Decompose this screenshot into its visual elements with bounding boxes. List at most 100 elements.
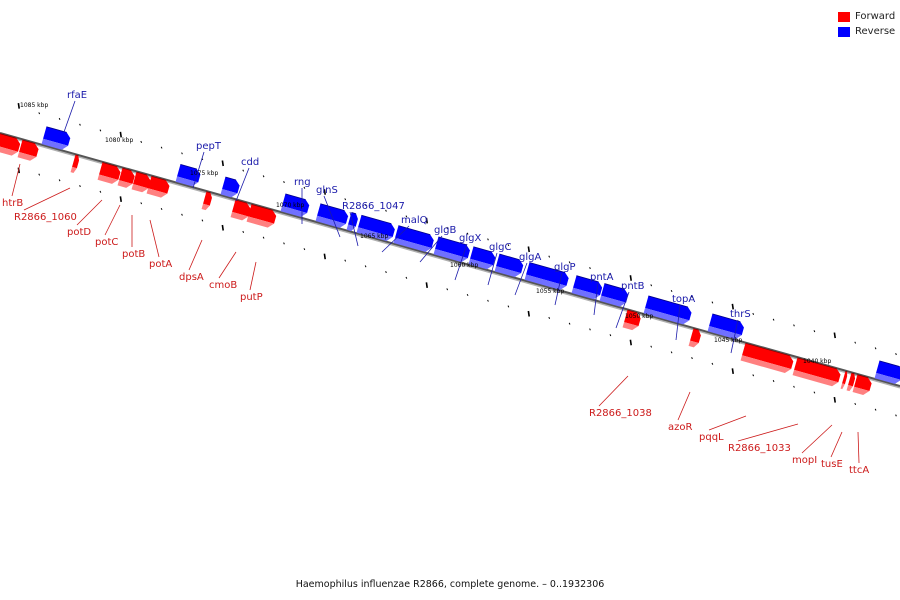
gene-label-glgx[interactable]: glgX [459, 233, 481, 244]
scale-tick [140, 140, 143, 143]
scale-tick [793, 385, 795, 388]
scale-tick [772, 379, 775, 383]
forward-gene-block[interactable] [622, 309, 642, 331]
scale-tick [589, 267, 591, 270]
gene-label-cdd[interactable]: cdd [241, 157, 259, 168]
genome-caption: Haemophilus influenzae R2866, complete g… [295, 579, 605, 590]
gene-label-htrb[interactable]: htrB [2, 198, 23, 209]
reverse-gene-block[interactable] [571, 275, 604, 301]
gene-label-pnta[interactable]: pntA [590, 272, 614, 283]
scale-label: 1065 kbp [360, 233, 388, 240]
forward-gene-block[interactable] [846, 372, 857, 392]
scale-labels: 1085 kbp 1080 kbp 1075 kbp 1070 kbp 1065 kbp… [20, 102, 831, 365]
scale-tick [79, 185, 81, 188]
gene-label-tuse[interactable]: tusE [821, 459, 843, 470]
reverse-gene-block[interactable] [346, 212, 360, 232]
gene-label-rng[interactable]: rng [294, 177, 311, 188]
reverse-gene-block[interactable] [468, 246, 497, 271]
gene-label-potd[interactable]: potD [67, 227, 91, 238]
gene-label-mopi[interactable]: mopI [792, 455, 817, 466]
gene-label-topa[interactable]: topA [672, 294, 695, 305]
scale-label: 1080 kbp [105, 137, 133, 144]
leader-line [708, 415, 747, 431]
leader-line [419, 235, 443, 263]
scale-tick [487, 299, 489, 302]
forward-gene-block[interactable] [246, 203, 278, 229]
label-leaders [11, 100, 860, 464]
forward-gene-block[interactable] [792, 357, 842, 388]
reverse-gene-block[interactable] [874, 360, 900, 385]
gene-label-glns[interactable]: glnS [316, 185, 338, 196]
scale-tick [221, 160, 224, 167]
scale-tick [854, 341, 857, 344]
forward-gene-block[interactable] [70, 154, 81, 174]
gene-label-r2866-1060[interactable]: R2866_1060 [14, 212, 77, 223]
forward-gene-block[interactable] [688, 328, 703, 349]
scale-tick [793, 324, 795, 327]
gene-label-putp[interactable]: putP [240, 292, 263, 303]
scale-tick [691, 295, 693, 298]
gene-label-pqql[interactable]: pqqL [699, 432, 724, 443]
scale-tick [874, 347, 877, 350]
reverse-gene-block[interactable] [707, 313, 746, 341]
leader-line [218, 251, 237, 279]
reverse-gene-block[interactable] [220, 176, 241, 199]
gene-label-malq[interactable]: malQ [401, 215, 428, 226]
forward-gene-block[interactable] [230, 199, 252, 222]
reverse-gene-block[interactable] [494, 253, 525, 278]
gene-label-r2866-1033[interactable]: R2866_1033 [728, 443, 791, 454]
scale-label: 1040 kbp [803, 358, 831, 365]
reverse-gene-block[interactable] [433, 236, 472, 264]
reverse-gene-block[interactable] [175, 163, 202, 187]
gene-label-potc[interactable]: potC [95, 237, 118, 248]
gene-features [0, 126, 900, 397]
reverse-gene-block[interactable] [524, 262, 570, 291]
forward-gene-block[interactable] [740, 342, 795, 374]
gene-label-dpsa[interactable]: dpsA [179, 272, 204, 283]
scale-tick [568, 261, 571, 264]
leader-line [323, 195, 341, 238]
scale-tick [262, 236, 265, 239]
scale-tick [487, 238, 489, 241]
legend-reverse-label: Reverse [855, 26, 896, 37]
gene-label-pota[interactable]: potA [149, 259, 172, 270]
gene-label-glgp[interactable]: glgP [554, 262, 576, 273]
gene-label-cmob[interactable]: cmoB [209, 280, 237, 291]
leader-line [737, 423, 799, 442]
leader-line [554, 272, 563, 306]
leader-line [598, 375, 629, 407]
gene-label-ttca[interactable]: ttcA [849, 465, 869, 476]
forward-gene-block[interactable] [840, 370, 849, 390]
gene-label-potb[interactable]: potB [122, 249, 145, 260]
forward-gene-block[interactable] [201, 191, 214, 211]
forward-gene-block[interactable] [97, 162, 122, 185]
gene-label-r2866-1047[interactable]: R2866_1047 [342, 201, 405, 212]
forward-gene-block[interactable] [131, 171, 152, 194]
legend-forward-label: Forward [855, 11, 896, 22]
reverse-gene-block[interactable] [41, 126, 72, 151]
gene-label-glgc[interactable]: glgC [489, 242, 511, 253]
reverse-gene-block[interactable] [599, 283, 630, 308]
gene-label-rfae[interactable]: rfaE [67, 90, 87, 101]
gene-label-pntb[interactable]: pntB [621, 281, 645, 292]
leader-line [349, 211, 359, 247]
gene-label-thrs[interactable]: thrS [730, 309, 751, 320]
gene-label-pept[interactable]: pepT [196, 141, 222, 152]
gene-label-glga[interactable]: glgA [519, 252, 541, 263]
reverse-gene-block[interactable] [393, 225, 435, 254]
scale-tick [405, 276, 408, 279]
forward-gene-block[interactable] [0, 131, 21, 157]
scale-tick [323, 189, 326, 195]
gene-label-r2866-1038[interactable]: R2866_1038 [589, 408, 652, 419]
gene-label-azor[interactable]: azoR [668, 422, 692, 433]
gene-label-glgb[interactable]: glgB [434, 225, 456, 236]
reverse-gene-block[interactable] [315, 203, 350, 229]
scale-tick [895, 414, 897, 417]
scale-tick [731, 368, 734, 375]
forward-gene-block[interactable] [17, 139, 40, 162]
forward-gene-block[interactable] [146, 175, 171, 199]
forward-gene-block[interactable] [117, 167, 136, 189]
forward-gene-block[interactable] [852, 374, 873, 397]
reverse-gene-block[interactable] [356, 214, 397, 242]
